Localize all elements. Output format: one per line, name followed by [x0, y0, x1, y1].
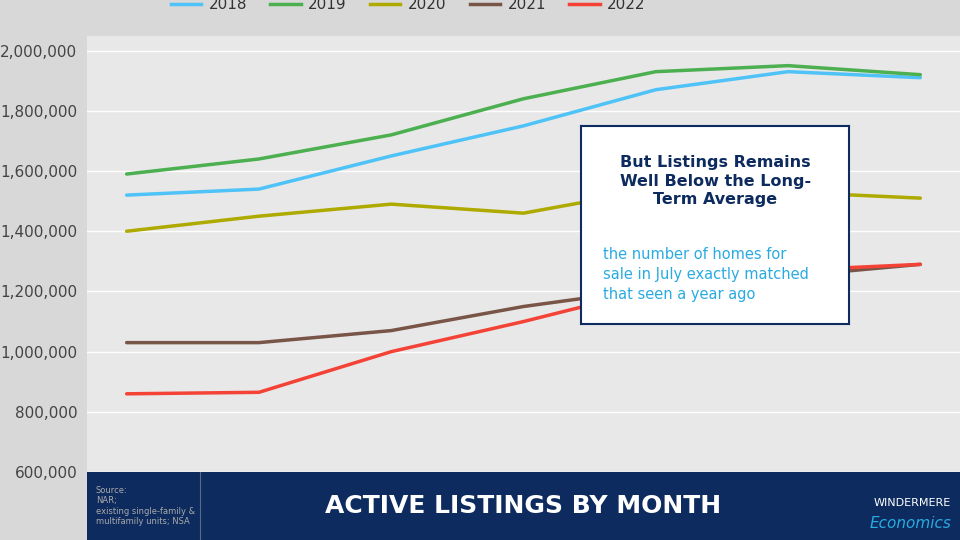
2022 [650, 285, 661, 292]
2020 [915, 195, 926, 201]
2022 [121, 390, 132, 397]
2022 [915, 261, 926, 268]
2020 [517, 210, 529, 217]
2019 [121, 171, 132, 177]
2022 [517, 318, 529, 325]
Text: WINDERMERE: WINDERMERE [874, 498, 951, 508]
2020 [782, 189, 794, 195]
2021 [650, 285, 661, 292]
2021 [915, 261, 926, 268]
2022 [782, 267, 794, 274]
2018 [915, 75, 926, 81]
Text: Economics: Economics [870, 516, 951, 530]
2018 [253, 186, 265, 192]
2018 [121, 192, 132, 198]
Line: 2020: 2020 [127, 189, 921, 231]
2018 [650, 86, 661, 93]
2020 [121, 228, 132, 234]
2021 [121, 340, 132, 346]
2021 [782, 273, 794, 280]
Line: 2019: 2019 [127, 66, 921, 174]
2018 [386, 153, 397, 159]
2021 [517, 303, 529, 310]
2019 [782, 63, 794, 69]
2022 [386, 348, 397, 355]
Line: 2021: 2021 [127, 265, 921, 343]
2018 [782, 69, 794, 75]
Text: Source:
NAR;
existing single-family &
multifamily units; NSA: Source: NAR; existing single-family & mu… [96, 486, 195, 526]
Text: ACTIVE LISTINGS BY MONTH: ACTIVE LISTINGS BY MONTH [325, 494, 722, 518]
Text: But Listings Remains
Well Below the Long-
Term Average: But Listings Remains Well Below the Long… [619, 156, 811, 207]
2020 [386, 201, 397, 207]
2022 [253, 389, 265, 395]
2019 [650, 69, 661, 75]
Text: the number of homes for
sale in July exactly matched
that seen a year ago: the number of homes for sale in July exa… [603, 247, 808, 302]
Line: 2022: 2022 [127, 265, 921, 394]
2020 [253, 213, 265, 219]
Line: 2018: 2018 [127, 72, 921, 195]
2019 [253, 156, 265, 162]
Legend: 2018, 2019, 2020, 2021, 2022: 2018, 2019, 2020, 2021, 2022 [164, 0, 652, 18]
2021 [253, 340, 265, 346]
2018 [517, 123, 529, 129]
2021 [386, 327, 397, 334]
2019 [517, 96, 529, 102]
2019 [386, 132, 397, 138]
2019 [915, 71, 926, 78]
2020 [650, 186, 661, 192]
